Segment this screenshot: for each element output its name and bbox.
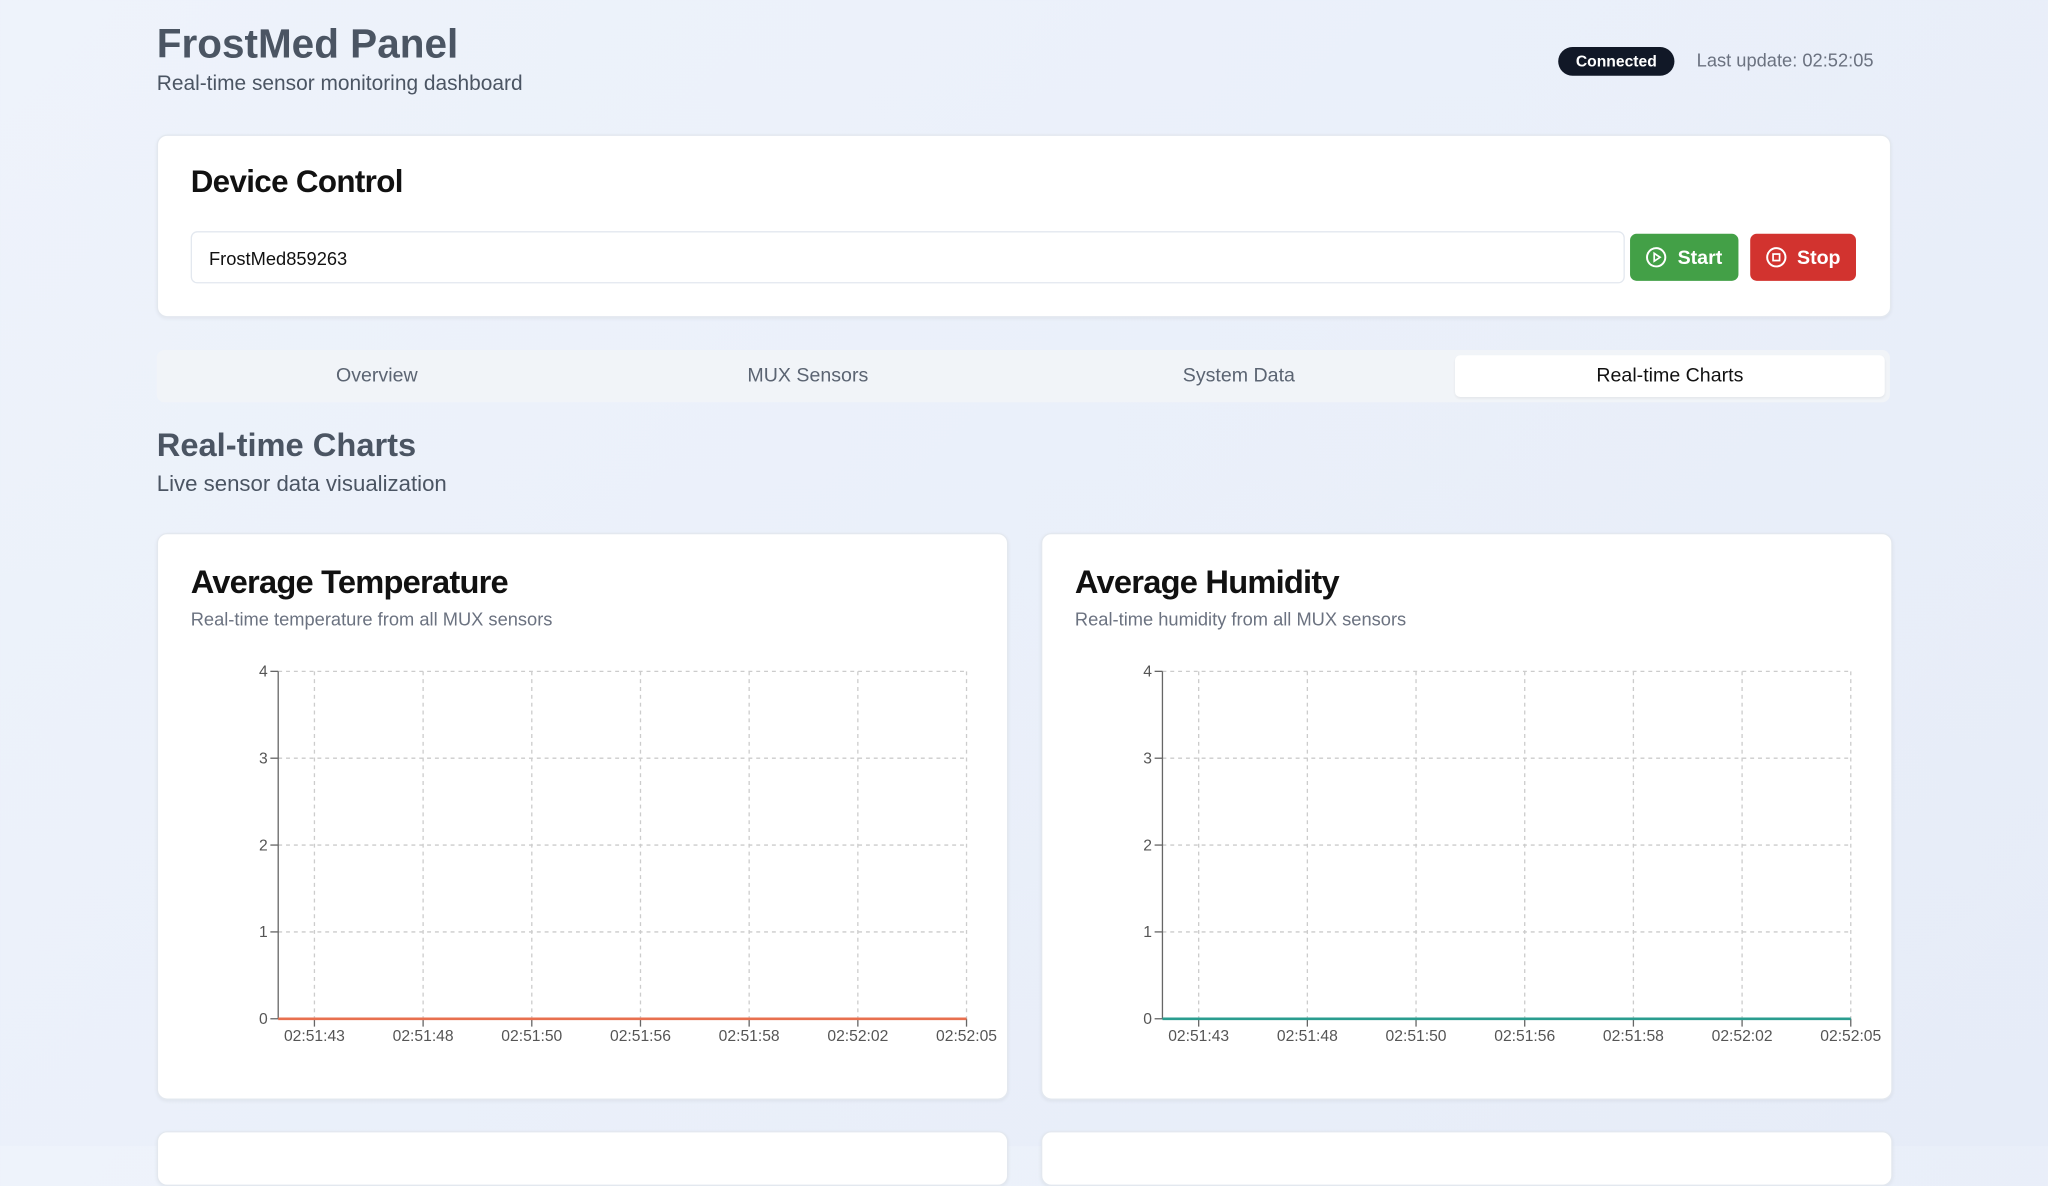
y-tick-label: 0 bbox=[259, 1011, 268, 1028]
tab[interactable]: System Data bbox=[1182, 364, 1295, 387]
x-tick-label: 02:51:43 bbox=[1168, 1028, 1229, 1045]
tab-active[interactable]: Real-time Charts bbox=[1455, 355, 1885, 398]
last-update: Last update: 02:52:05 bbox=[1696, 49, 1874, 71]
chart-title: Average Humidity bbox=[1074, 564, 1340, 601]
y-tick-label: 1 bbox=[1143, 924, 1152, 941]
x-tick-label: 02:52:02 bbox=[1712, 1028, 1773, 1045]
stop-label: Stop bbox=[1796, 246, 1841, 269]
chart-card bbox=[1040, 1131, 1893, 1186]
x-tick-label: 02:51:56 bbox=[1494, 1028, 1555, 1045]
chart-card: Average Humidity Real-time humidity from … bbox=[1040, 532, 1893, 1100]
y-tick-label: 1 bbox=[259, 924, 268, 941]
chart: 0 1 2 3 4 02:51:43 02:51:48 02:51:50 02:51:56 02:… bbox=[1143, 664, 1881, 1045]
section-title: Real-time Charts bbox=[156, 427, 417, 464]
stop-icon bbox=[1765, 247, 1787, 268]
chart-subtitle: Real-time temperature from all MUX senso… bbox=[190, 608, 553, 630]
y-tick-label: 4 bbox=[1143, 664, 1152, 681]
tab[interactable]: MUX Sensors bbox=[747, 364, 869, 387]
x-tick-label: 02:51:48 bbox=[1277, 1028, 1338, 1045]
x-tick-label: 02:51:43 bbox=[284, 1028, 345, 1045]
chart: 0 1 2 3 4 02:51:43 02:51:48 02:51:50 02:51:56 02:… bbox=[259, 664, 997, 1045]
x-tick-label: 02:52:05 bbox=[1820, 1028, 1881, 1045]
chart-card bbox=[156, 1131, 1009, 1186]
y-tick-label: 4 bbox=[259, 664, 268, 681]
app-subtitle: Real-time sensor monitoring dashboard bbox=[156, 73, 523, 96]
x-tick-label: 02:51:56 bbox=[610, 1028, 671, 1045]
y-tick-label: 3 bbox=[1143, 750, 1152, 767]
chart-card: Average Temperature Real-time temperature… bbox=[156, 532, 1009, 1100]
tab[interactable]: Overview bbox=[335, 364, 418, 387]
start-button[interactable]: Start bbox=[1630, 233, 1739, 281]
device-title: Device Control bbox=[190, 164, 404, 200]
x-tick-label: 02:51:50 bbox=[501, 1028, 562, 1045]
x-tick-label: 02:51:48 bbox=[393, 1028, 454, 1045]
device-input[interactable]: FrostMed859263 bbox=[190, 231, 1625, 284]
chart-subtitle: Real-time humidity from all MUX sensors bbox=[1074, 608, 1407, 630]
device-card bbox=[156, 134, 1892, 318]
x-tick-label: 02:51:50 bbox=[1386, 1028, 1447, 1045]
chart-title: Average Temperature bbox=[190, 564, 509, 601]
dashboard: FrostMed Panel Real-time sensor monitori… bbox=[156, 20, 1893, 1186]
section-subtitle: Live sensor data visualization bbox=[156, 471, 447, 497]
x-tick-label: 02:51:58 bbox=[719, 1028, 780, 1045]
y-tick-label: 3 bbox=[259, 750, 268, 767]
x-tick-label: 02:52:05 bbox=[936, 1028, 997, 1045]
y-tick-label: 0 bbox=[1143, 1011, 1152, 1028]
start-label: Start bbox=[1677, 246, 1723, 269]
x-tick-label: 02:51:58 bbox=[1603, 1028, 1664, 1045]
x-tick-label: 02:52:02 bbox=[827, 1028, 888, 1045]
play-icon bbox=[1646, 247, 1667, 268]
y-tick-label: 2 bbox=[1143, 837, 1152, 854]
app-title: FrostMed Panel bbox=[156, 20, 459, 67]
y-tick-label: 2 bbox=[259, 837, 268, 854]
status-badge: Connected bbox=[1558, 47, 1675, 76]
stop-button[interactable]: Stop bbox=[1750, 233, 1856, 281]
